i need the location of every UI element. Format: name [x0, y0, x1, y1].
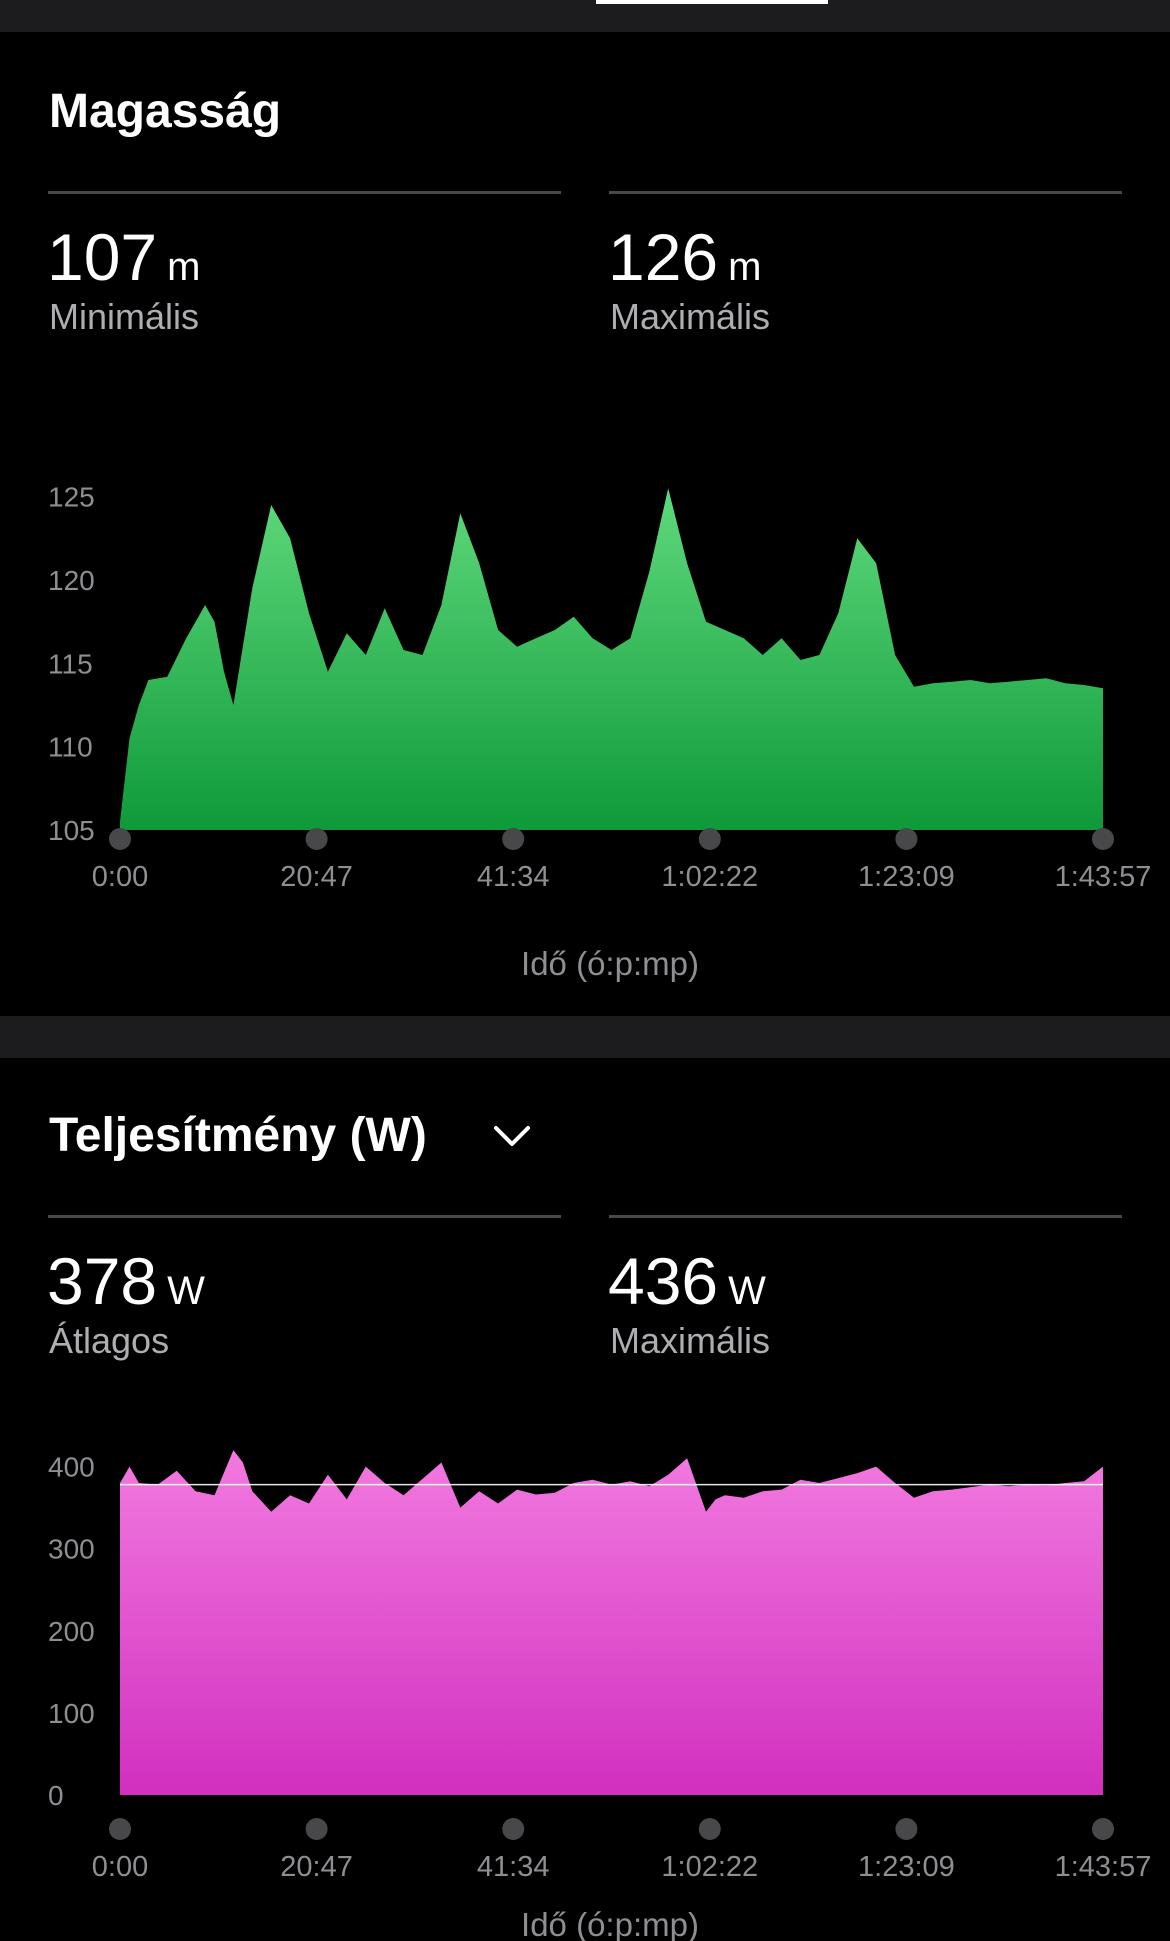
- timeline-marker[interactable]: [895, 1818, 918, 1840]
- x-tick-label: 1:02:22: [661, 1851, 758, 1883]
- y-tick-label: 200: [48, 1616, 95, 1647]
- timeline-marker[interactable]: [1092, 828, 1114, 850]
- timeline-marker[interactable]: [698, 1818, 721, 1840]
- power-max-value: 436 W: [608, 1244, 766, 1318]
- x-tick-label: 41:34: [477, 861, 550, 893]
- timeline-marker[interactable]: [502, 828, 525, 850]
- timeline-marker[interactable]: [698, 828, 721, 850]
- x-tick-label: 41:34: [477, 1851, 550, 1883]
- x-tick-label: 20:47: [280, 861, 353, 893]
- timeline-marker[interactable]: [305, 828, 328, 850]
- power-avg-value: 378 W: [47, 1244, 205, 1318]
- y-tick-label: 105: [48, 815, 95, 846]
- y-tick-label: 300: [48, 1534, 95, 1565]
- chevron-down-icon[interactable]: [492, 1122, 532, 1150]
- x-axis-label: Idő (ó:p:mp): [521, 1906, 699, 1941]
- x-tick-label: 1:23:09: [858, 1851, 955, 1883]
- y-tick-label: 400: [48, 1452, 95, 1483]
- stat-divider-left: [48, 1215, 561, 1218]
- y-tick-label: 100: [48, 1698, 95, 1729]
- timeline-marker[interactable]: [109, 1818, 131, 1840]
- timeline-marker[interactable]: [305, 1818, 328, 1840]
- y-tick-label: 125: [48, 482, 95, 513]
- x-tick-label: 1:23:09: [858, 861, 955, 893]
- timeline-marker[interactable]: [502, 1818, 525, 1840]
- y-tick-label: 0: [48, 1780, 64, 1811]
- stat-divider-right: [609, 191, 1122, 194]
- y-tick-label: 120: [48, 565, 95, 596]
- x-tick-label: 0:00: [92, 861, 148, 893]
- elevation-max-value: 126 m: [608, 220, 762, 294]
- x-tick-label: 1:43:57: [1055, 1851, 1152, 1883]
- timeline-marker[interactable]: [109, 828, 131, 850]
- elevation-max-label: Maximális: [610, 296, 771, 337]
- section-divider: [0, 1016, 1170, 1058]
- timeline-marker[interactable]: [1092, 1818, 1114, 1840]
- timeline-marker[interactable]: [895, 828, 918, 850]
- area-series: [120, 488, 1103, 830]
- y-tick-label: 110: [48, 732, 93, 763]
- elevation-title: Magasság: [49, 85, 282, 138]
- power-chart: 0 100 200 300 400 0:00 20:47 41:34 1:02:22 1:23:0…: [48, 1450, 1152, 1941]
- power-title[interactable]: Teljesítmény (W): [49, 1109, 427, 1162]
- x-axis-label: Idő (ó:p:mp): [521, 945, 699, 982]
- y-tick-label: 115: [48, 648, 93, 679]
- area-series: [120, 1450, 1103, 1795]
- elevation-min-label: Minimális: [49, 296, 200, 337]
- x-tick-label: 20:47: [280, 1851, 353, 1883]
- elevation-chart: 105 110 115 120 125 0:00 20:47 41:34 1:02:22 1:23…: [48, 482, 1152, 982]
- elevation-min-value: 107 m: [47, 220, 201, 294]
- x-tick-label: 0:00: [92, 1851, 148, 1883]
- power-max-label: Maximális: [610, 1320, 771, 1361]
- stat-divider-right: [609, 1215, 1122, 1218]
- power-avg-label: Átlagos: [49, 1320, 170, 1361]
- x-tick-label: 1:02:22: [661, 861, 758, 893]
- x-tick-label: 1:43:57: [1055, 861, 1152, 893]
- stat-divider-left: [48, 191, 561, 194]
- top-tab-bar: [0, 0, 1170, 32]
- active-tab-indicator: [596, 0, 828, 4]
